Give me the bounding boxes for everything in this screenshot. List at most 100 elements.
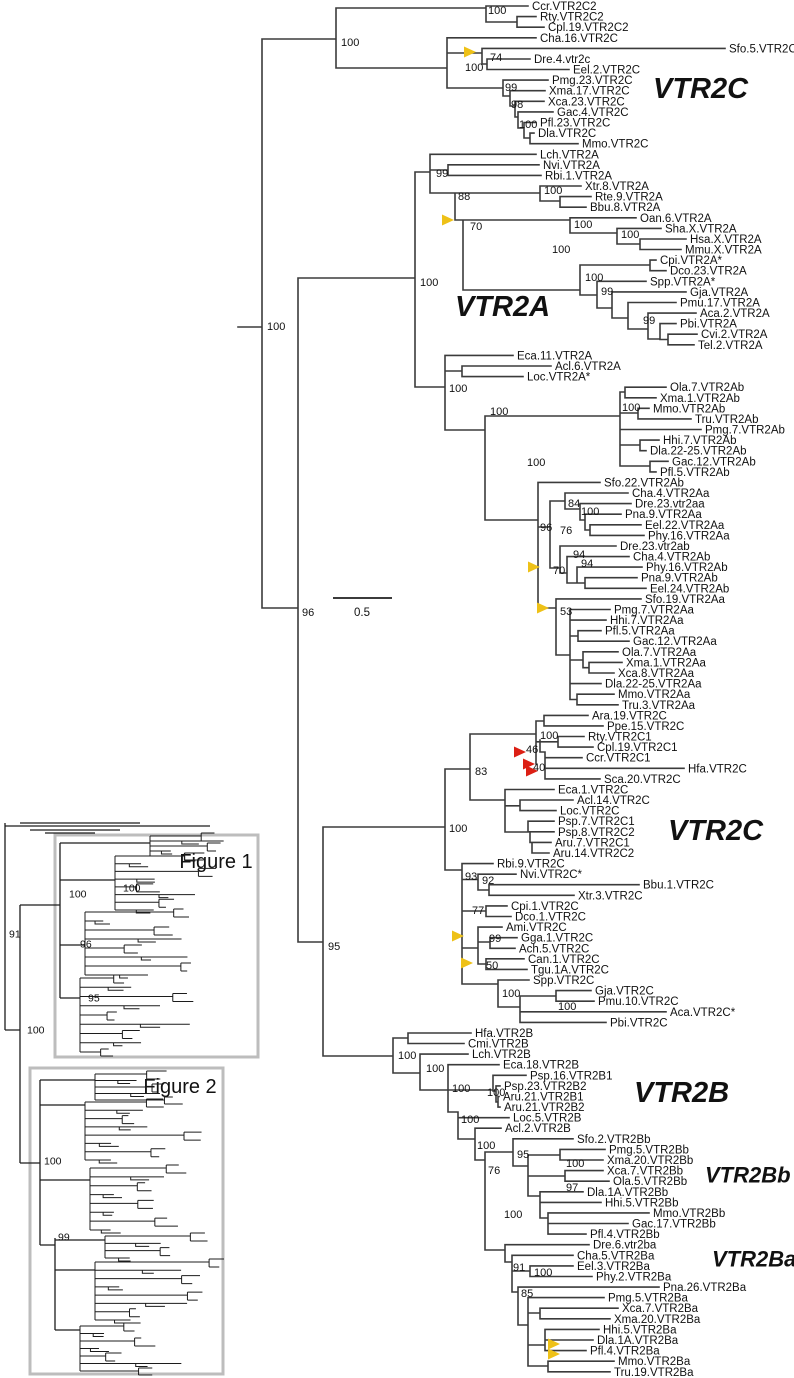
taxon-label: Gja.VTR2A [690, 287, 748, 299]
taxon-label: Cha.4.VTR2Ab [633, 552, 710, 564]
taxon-label: Sfo.22.VTR2Ab [604, 477, 684, 489]
taxon-label: Xma.1.VTR2Ab [660, 393, 740, 405]
taxon-label: Dla.1A.VTR2Ba [597, 1335, 679, 1347]
support-value: 100 [581, 506, 599, 518]
taxon-label: Hhi.7.VTR2Ab [663, 435, 737, 447]
taxon-label: Rbi.9.VTR2C [497, 859, 565, 871]
taxon-label: Cha.4.VTR2Aa [632, 488, 710, 500]
taxon-label: Xca.8.VTR2Aa [618, 668, 695, 680]
taxon-label: Phy.2.VTR2Ba [596, 1272, 672, 1284]
taxon-label: Xca.7.VTR2Ba [622, 1303, 699, 1315]
taxon-label: Loc.VTR2C [560, 806, 619, 818]
taxon-label: Mmu.X.VTR2A [685, 245, 762, 257]
taxon-label: Psp.7.VTR2C1 [558, 816, 635, 828]
yellow-arrowhead-icon [548, 1348, 560, 1360]
main-tree-branches [237, 5, 726, 1373]
support-value: 76 [560, 525, 572, 537]
inset-support-value: 100 [44, 1156, 62, 1168]
taxon-label: Hhi.5.VTR2Bb [605, 1197, 679, 1209]
support-value: 100 [519, 119, 537, 131]
taxon-label: Gja.VTR2C [595, 986, 654, 998]
support-value: 93 [465, 871, 477, 883]
taxon-label: Xma.20.VTR2Bb [607, 1155, 693, 1167]
taxon-label: Aru.14.VTR2C2 [553, 848, 634, 860]
yellow-arrowhead-icon [461, 957, 473, 969]
taxon-label: Can.1.VTR2C [528, 954, 600, 966]
support-value: 100 [621, 229, 639, 241]
taxon-label: Dre.23.vtr2aa [635, 499, 705, 511]
taxon-label: Eel.2.VTR2C [573, 65, 640, 77]
red-arrowhead-icon [514, 746, 526, 758]
red-arrowhead-icon [526, 765, 538, 777]
taxon-label: Cpl.19.VTR2C1 [597, 742, 678, 754]
taxon-label: Pna.26.VTR2Ba [663, 1282, 747, 1294]
taxon-label: Ppe.15.VTR2C [607, 721, 684, 733]
taxon-label: Ccr.VTR2C2 [532, 1, 597, 13]
support-value: 100 [465, 62, 483, 74]
support-value: 99 [643, 315, 655, 327]
taxon-label: Ola.7.VTR2Aa [622, 647, 697, 659]
taxon-label: Ach.5.VTR2C [519, 943, 589, 955]
taxon-label: Pmg.5.VTR2Bb [609, 1144, 689, 1156]
taxon-label: Dco.23.VTR2A [670, 266, 747, 278]
taxon-label: Cpi.1.VTR2C [511, 901, 579, 913]
support-value: 100 [267, 321, 285, 333]
taxon-label: Ola.5.VTR2Bb [613, 1176, 687, 1188]
inset-support-value: 100 [69, 889, 87, 901]
taxon-label: Oan.6.VTR2A [640, 213, 712, 225]
support-value: 100 [461, 1114, 479, 1126]
taxon-label: Ara.19.VTR2C [592, 710, 667, 722]
taxon-label: Phy.16.VTR2Aa [648, 530, 730, 542]
scale-bar-label: 0.5 [354, 607, 370, 619]
taxon-label: Pmu.10.VTR2C [598, 996, 679, 1008]
taxon-label: Xtr.3.VTR2C [578, 890, 643, 902]
support-value: 100 [622, 402, 640, 414]
support-value: 94 [573, 549, 585, 561]
taxon-label: Cha.16.VTR2C [540, 33, 618, 45]
taxon-label: Nvi.VTR2C* [520, 869, 583, 881]
support-value: 100 [398, 1050, 416, 1062]
inset-support-value: 99 [58, 1232, 70, 1244]
support-value: 46 [526, 744, 538, 756]
taxon-label: Mmo.VTR2Aa [618, 689, 691, 701]
support-value: 100 [566, 1158, 584, 1170]
taxon-label: Phy.16.VTR2Ab [646, 562, 728, 574]
taxon-label: Rte.9.VTR2A [595, 192, 663, 204]
taxon-label: Gac.17.VTR2Bb [632, 1219, 716, 1231]
support-value: 85 [521, 1288, 533, 1300]
support-value: 96 [302, 607, 314, 619]
taxon-label: Lch.VTR2A [540, 149, 599, 161]
taxon-label: Pfl.5.VTR2Ab [660, 467, 730, 479]
support-value: 84 [568, 498, 580, 510]
taxon-label: Gac.12.VTR2Aa [633, 636, 717, 648]
taxon-label: Pmg.7.VTR2Aa [614, 605, 694, 617]
taxon-label: Sha.X.VTR2A [665, 223, 737, 235]
support-value: 100 [477, 1140, 495, 1152]
inset-support-value: 91 [9, 929, 21, 941]
support-value: 77 [472, 905, 484, 917]
taxon-label: Eel.22.VTR2Aa [645, 520, 725, 532]
support-value: 96 [540, 522, 552, 534]
support-value: 88 [458, 191, 470, 203]
support-value: 50 [486, 960, 498, 972]
taxon-label: Dla.1A.VTR2Bb [587, 1187, 668, 1199]
support-value: 95 [328, 941, 340, 953]
taxon-label: Mmo.VTR2Bb [653, 1208, 725, 1220]
taxon-label: Mmo.VTR2Ab [653, 403, 725, 415]
support-value: 53 [560, 606, 572, 618]
taxon-label: Cpl.19.VTR2C2 [548, 22, 629, 34]
inset-tree-backbone [4, 822, 210, 1331]
taxon-label: Dla.VTR2C [538, 128, 596, 140]
taxon-label: Hfa.VTR2B [475, 1028, 533, 1040]
taxon-label: Eca.18.VTR2B [503, 1060, 579, 1072]
taxon-label: Rty.VTR2C2 [540, 12, 604, 24]
taxon-label: Cha.5.VTR2Ba [577, 1250, 655, 1262]
support-value: 100 [487, 1087, 505, 1099]
taxon-label: Pfl.5.VTR2Aa [605, 626, 675, 638]
clade-label: VTR2A [455, 291, 550, 323]
taxon-label: Sfo.5.VTR2C [729, 43, 794, 55]
taxon-label: Tel.2.VTR2A [698, 340, 763, 352]
support-value: 91 [513, 1262, 525, 1274]
taxon-label: Mmo.VTR2Ba [618, 1356, 691, 1368]
